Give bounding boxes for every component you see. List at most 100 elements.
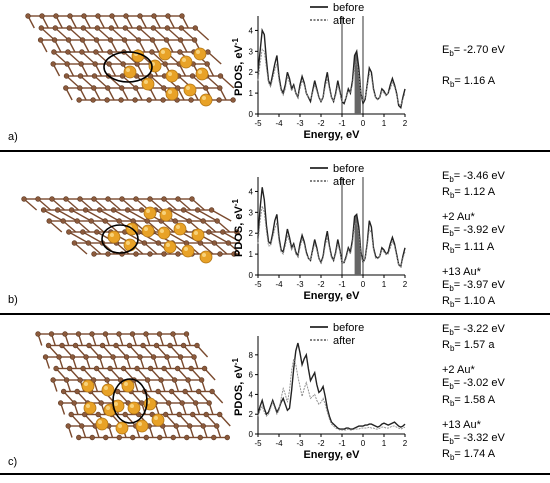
x-axis-label: Energy, eV — [303, 129, 360, 141]
note-block: +13 Au* Eb= -3.32 eV Rb= 1.74 A — [442, 419, 505, 464]
note-line: Eb= -3.97 eV — [442, 278, 505, 293]
molecule-structure-b — [21, 196, 240, 264]
molecule-structure-c — [35, 331, 231, 441]
x-tick-label: 0 — [361, 280, 366, 289]
x-tick-label: 2 — [403, 439, 408, 448]
x-tick-label: -3 — [296, 119, 304, 128]
gold-cluster — [81, 379, 165, 435]
y-tick-label: 2 — [249, 410, 254, 419]
note-line: Rb= 1.58 A — [442, 393, 496, 408]
note-line: Eb= -3.32 eV — [442, 431, 505, 446]
y-tick-label: 6 — [249, 371, 254, 380]
legend-label-before: before — [333, 2, 364, 14]
x-tick-label: 1 — [382, 280, 387, 289]
panel-label: a) — [8, 131, 18, 143]
y-tick-label: 2 — [249, 229, 254, 238]
molecule-structure-a — [25, 13, 236, 107]
x-tick-label: -4 — [275, 439, 283, 448]
y-tick-label: 3 — [249, 47, 254, 56]
note-block: +13 Au* Eb= -3.97 eV Rb= 1.10 A — [442, 266, 505, 311]
note-line: Rb= 1.74 A — [442, 447, 496, 463]
note-line: Eb= -3.92 eV — [442, 224, 505, 239]
x-tick-label: -5 — [254, 439, 262, 448]
y-tick-label: 2 — [249, 68, 254, 77]
note-line: Eb= -3.46 eV — [442, 170, 505, 185]
note-line: Eb= -3.02 eV — [442, 377, 505, 392]
x-axis-label: Energy, eV — [303, 449, 360, 461]
note-block: +2 Au* Eb= -3.02 eV Rb= 1.58 A — [442, 364, 505, 409]
adsorption-site-circle — [112, 378, 148, 424]
note-line: Rb= 1.10 A — [442, 294, 496, 310]
panel-divider — [0, 150, 550, 152]
note-heading: +2 Au* — [442, 364, 475, 377]
note-block: Eb= -2.70 eV — [442, 44, 505, 60]
series-line-after — [257, 357, 406, 431]
panel-a: before after -5 -4 -3 -2 -1 0 1 2 0 1 2 3 4 Energy, eV P… — [0, 0, 550, 148]
y-tick-label: 1 — [249, 89, 254, 98]
x-tick-label: -3 — [296, 280, 304, 289]
x-tick-label: -1 — [338, 280, 346, 289]
x-axis-label: Energy, eV — [303, 290, 360, 302]
x-tick-label: 1 — [382, 119, 387, 128]
note-heading: +13 Au* — [442, 418, 481, 431]
panel-label: b) — [8, 294, 18, 306]
y-axis-label: PDOS, eV-1 — [232, 38, 245, 96]
y-tick-label: 0 — [249, 110, 254, 119]
y-axis-label: PDOS, eV-1 — [232, 358, 245, 416]
note-line: Rb= 1.16 A — [442, 75, 496, 90]
x-tick-label: 2 — [403, 280, 408, 289]
legend-label-after: after — [333, 176, 355, 188]
y-tick-label: 4 — [249, 187, 254, 196]
note-block: Eb= -3.46 eV Rb= 1.12 A — [442, 170, 505, 202]
x-tick-label: -5 — [254, 280, 262, 289]
series-line-before — [257, 342, 406, 430]
note-heading: +13 Au* — [442, 265, 481, 278]
y-tick-label: 3 — [249, 208, 254, 217]
note-block: Eb= -3.22 eV Rb= 1.57 a — [442, 323, 505, 355]
y-tick-label: 0 — [249, 430, 254, 439]
binding-notes-b: Eb= -3.46 eV Rb= 1.12 A +2 Au* Eb= -3.92 eV… — [442, 170, 505, 320]
y-tick-label: 4 — [249, 390, 254, 399]
note-line: Eb= -2.70 eV — [442, 44, 505, 59]
note-heading: +2 Au* — [442, 211, 475, 224]
x-tick-label: -2 — [317, 280, 325, 289]
shaded-region — [354, 214, 361, 275]
series-line-before — [257, 187, 406, 268]
x-tick-label: 0 — [361, 119, 366, 128]
x-tick-label: 2 — [403, 119, 408, 128]
panel-label: c) — [8, 456, 18, 468]
note-line: Rb= 1.11 A — [442, 240, 495, 255]
y-tick-label: 0 — [249, 271, 254, 280]
x-tick-label: -4 — [275, 119, 283, 128]
x-tick-label: -2 — [317, 439, 325, 448]
note-block: Rb= 1.16 A — [442, 75, 505, 91]
panel-c: before after -5 -4 -3 -2 -1 0 1 2 0 2 4 6 8 Energy, eV P… — [0, 316, 550, 471]
legend-label-before: before — [333, 163, 364, 175]
panel-divider — [0, 473, 550, 475]
legend-label-before: before — [333, 322, 364, 334]
y-tick-label: 1 — [249, 250, 254, 259]
binding-notes-c: Eb= -3.22 eV Rb= 1.57 a +2 Au* Eb= -3.02 eV… — [442, 323, 505, 473]
x-tick-label: 0 — [361, 439, 366, 448]
note-block: +2 Au* Eb= -3.92 eV Rb= 1.11 A — [442, 211, 505, 256]
legend-label-after: after — [333, 15, 355, 27]
adsorption-site-circle — [101, 224, 139, 254]
x-tick-label: -4 — [275, 280, 283, 289]
note-line: Eb= -3.22 eV — [442, 323, 505, 338]
series-line-after — [257, 205, 406, 268]
x-tick-label: -1 — [338, 119, 346, 128]
x-tick-label: -5 — [254, 119, 262, 128]
x-tick-label: -2 — [317, 119, 325, 128]
y-axis-label: PDOS, eV-1 — [232, 199, 245, 257]
series-line-after — [257, 48, 406, 107]
note-line: Rb= 1.12 A — [442, 186, 496, 201]
note-line: Rb= 1.57 a — [442, 339, 495, 354]
adsorption-site-circle — [103, 51, 153, 83]
x-tick-label: -3 — [296, 439, 304, 448]
